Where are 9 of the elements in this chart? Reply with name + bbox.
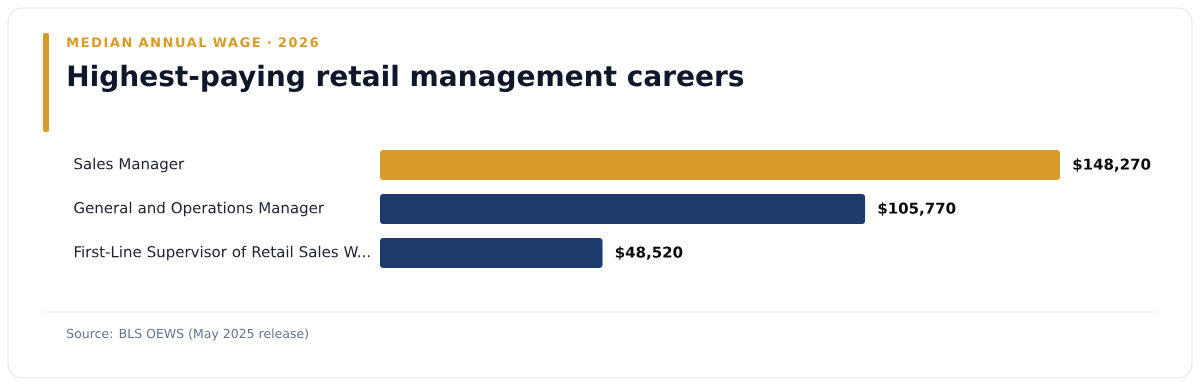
data-label: $48,520 — [615, 246, 683, 260]
chart-title: Highest-paying retail management careers — [68, 64, 744, 93]
y-tick-label: First-Line Supervisor of Retail Sales W... — [74, 245, 370, 261]
data-label: $105,770 — [878, 202, 956, 216]
text: MEDIAN ANNUAL WAGE · 2026 — [67, 37, 318, 48]
y-tick-label: Sales Manager — [74, 157, 185, 173]
y-tick-label: General and Operations Manager — [74, 201, 325, 217]
source-note: Source: BLS OEWS (May 2025 release) — [67, 328, 308, 341]
data-label: $148,270 — [1073, 158, 1151, 172]
